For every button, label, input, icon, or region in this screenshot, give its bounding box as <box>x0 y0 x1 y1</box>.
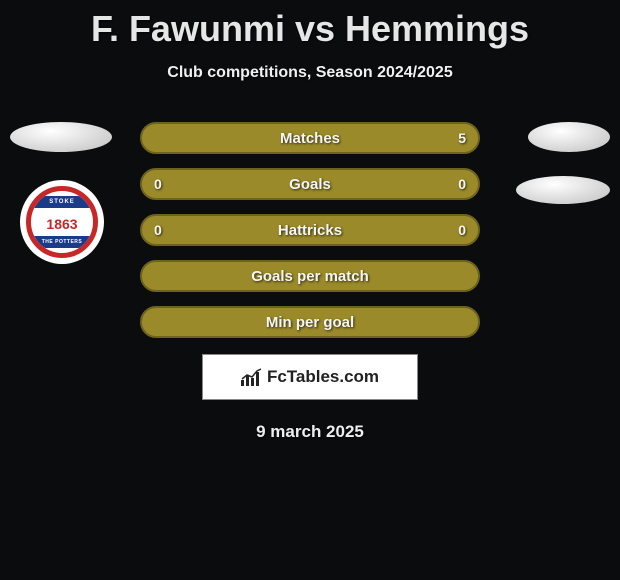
stat-label: Min per goal <box>266 314 354 331</box>
date-text: 9 march 2025 <box>0 422 620 442</box>
stat-right-value: 5 <box>458 130 466 146</box>
stat-label: Goals <box>289 176 331 193</box>
player-left-avatar-placeholder <box>10 122 112 152</box>
bar-chart-icon <box>241 368 263 386</box>
stat-bar-min-per-goal: Min per goal <box>140 306 480 338</box>
stat-left-value: 0 <box>154 222 162 238</box>
stat-bar-hattricks: 0 Hattricks 0 <box>140 214 480 246</box>
club-badge: STOKE 1863 THE POTTERS <box>20 180 104 264</box>
stat-label: Goals per match <box>251 268 369 285</box>
stat-bar-goals: 0 Goals 0 <box>140 168 480 200</box>
stat-right-value: 0 <box>458 222 466 238</box>
stat-left-value: 0 <box>154 176 162 192</box>
fctables-logo[interactable]: FcTables.com <box>202 354 418 400</box>
stat-bar-matches: Matches 5 <box>140 122 480 154</box>
stat-label: Matches <box>280 130 340 147</box>
stat-bar-goals-per-match: Goals per match <box>140 260 480 292</box>
logo-text: FcTables.com <box>267 367 379 387</box>
stat-label: Hattricks <box>278 222 342 239</box>
badge-top-text: STOKE <box>49 199 75 205</box>
badge-bottom-text: THE POTTERS <box>42 239 83 245</box>
subtitle: Club competitions, Season 2024/2025 <box>0 64 620 82</box>
badge-center-text: 1863 <box>46 216 77 232</box>
player-right-avatar-placeholder <box>528 122 610 152</box>
player-right-club-placeholder <box>516 176 610 204</box>
stat-right-value: 0 <box>458 176 466 192</box>
page-title: F. Fawunmi vs Hemmings <box>0 0 620 50</box>
